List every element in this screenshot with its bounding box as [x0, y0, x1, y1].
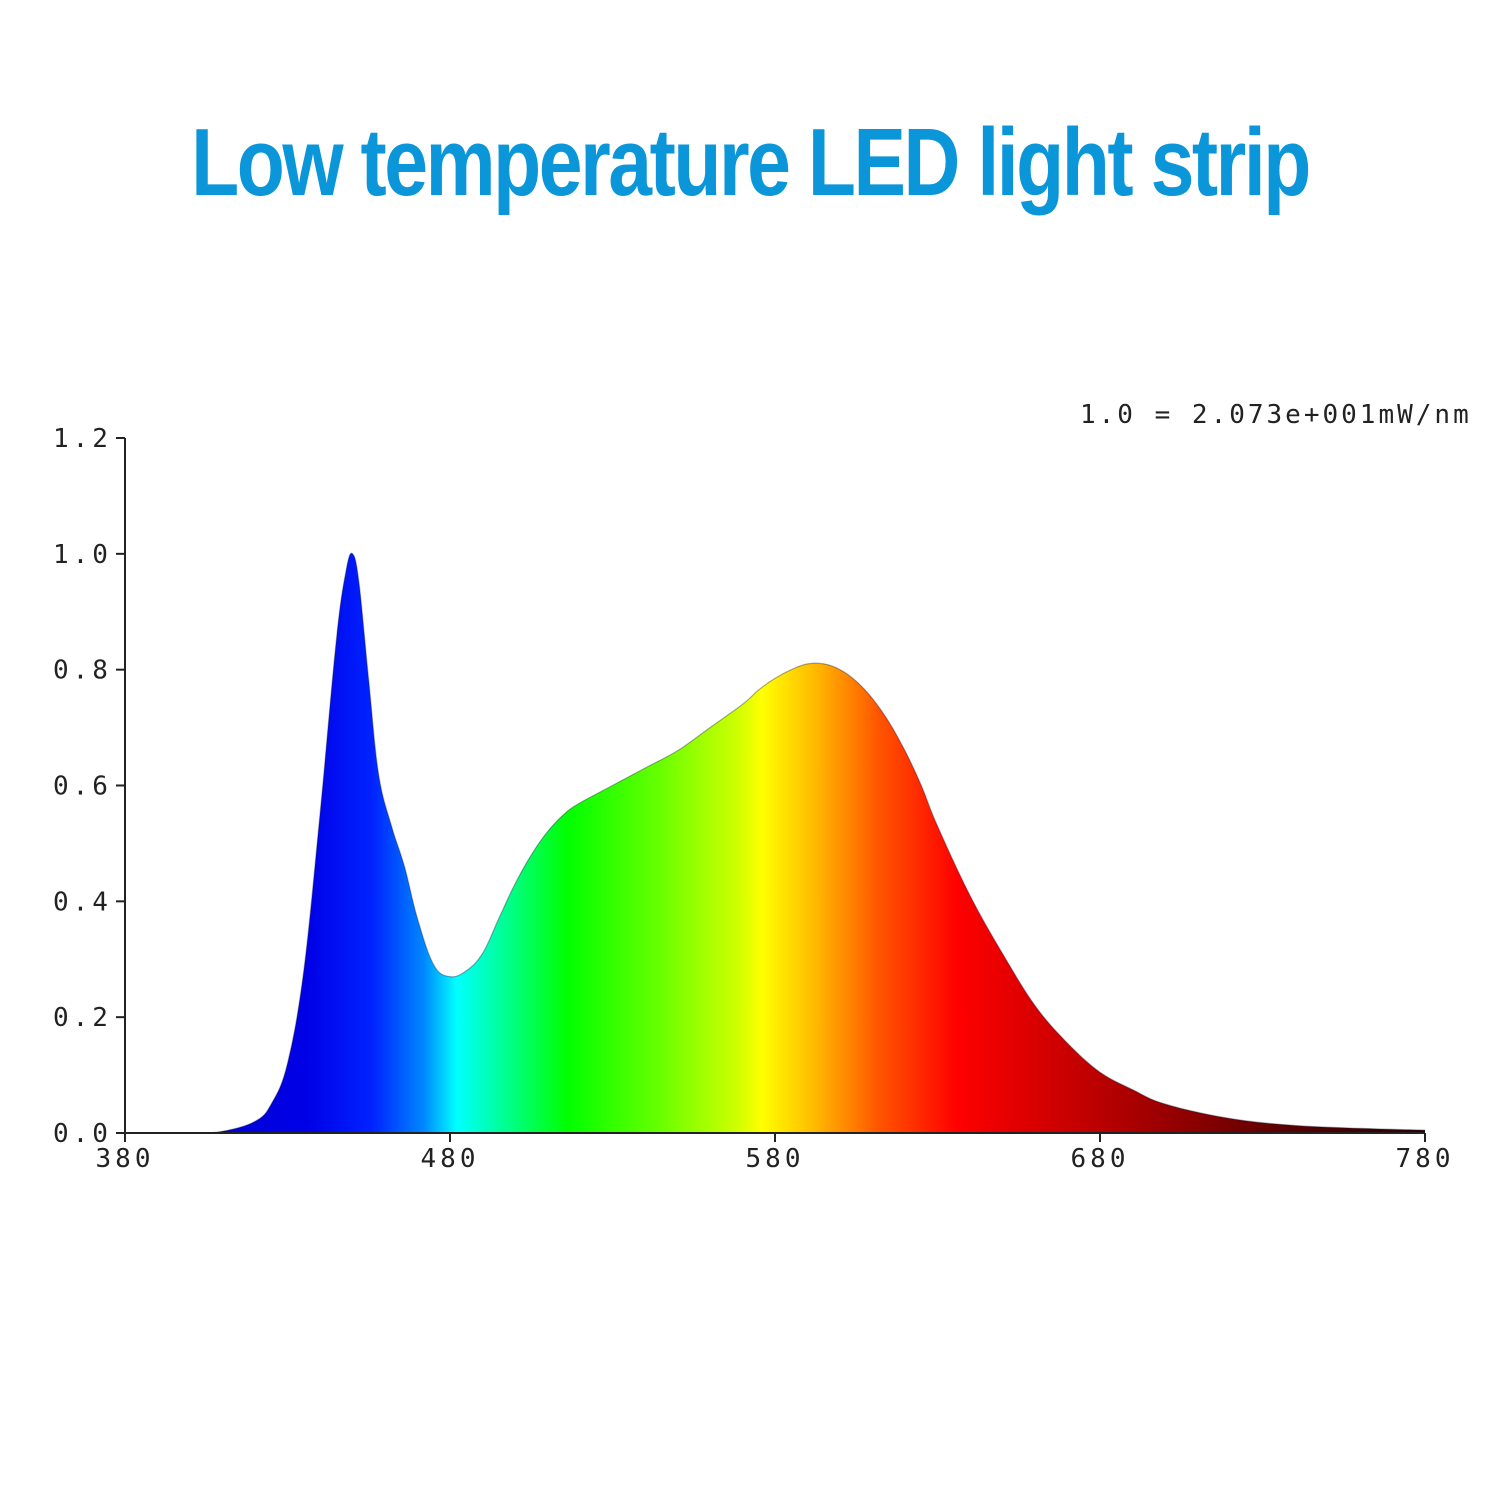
y-tick-label: 1.2: [53, 424, 112, 454]
x-tick-label: 580: [746, 1144, 805, 1174]
y-tick-label: 0.8: [53, 656, 112, 686]
x-tick-label: 480: [421, 1144, 480, 1174]
y-tick-label: 0.2: [53, 1003, 112, 1033]
y-tick-label: 0.6: [53, 772, 112, 802]
y-tick-label: 1.0: [53, 540, 112, 570]
page-title: Low temperature LED light strip: [191, 109, 1311, 216]
x-tick-label: 780: [1396, 1144, 1455, 1174]
y-tick-label: 0.4: [53, 887, 112, 917]
series-area: [125, 553, 1425, 1134]
x-tick-label: 680: [1071, 1144, 1130, 1174]
x-tick-label: 380: [96, 1144, 155, 1174]
series-line: [124, 552, 1426, 1134]
unit-annotation: 1.0 = 2.073e+001mW/nm: [1080, 400, 1472, 430]
x-ticks: 380 480 580 680 780: [96, 1133, 1455, 1174]
y-ticks: 0.0 0.2 0.4 0.6 0.8 1.0 1.2: [53, 424, 125, 1149]
y-tick-label: 0.0: [53, 1119, 112, 1149]
